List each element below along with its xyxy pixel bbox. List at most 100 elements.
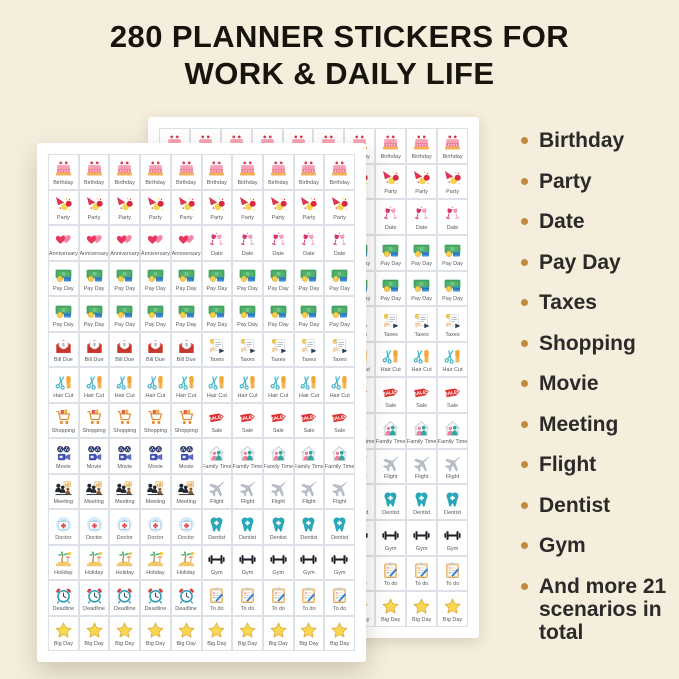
sticker-label: Anniversary [79, 250, 109, 257]
sticker-label: Big Day [330, 641, 350, 647]
sticker-label: To do [271, 605, 285, 612]
sticker-label: Hair Cut [268, 392, 289, 399]
star-icon [206, 621, 227, 640]
sticker-cell: Movie [78, 438, 110, 474]
sticker-cell: Family Time [406, 413, 438, 449]
star-icon [114, 621, 135, 640]
sticker-label: Anniversary [110, 250, 140, 257]
sticker-cell: Pay Day [437, 270, 468, 307]
hearts-icon [53, 231, 74, 250]
sticker-label: Gym [333, 570, 346, 576]
tooth-icon [237, 515, 258, 534]
dumbbell-icon [442, 526, 463, 545]
sticker-cell: Sale [406, 377, 438, 414]
sticker-label: Date [272, 250, 285, 257]
sticker-label: Family Time [406, 438, 437, 445]
sticker-cell: Family Time [375, 413, 407, 449]
clipboard-icon [268, 586, 289, 605]
bullet-icon [521, 501, 528, 509]
money-icon [206, 266, 227, 285]
sticker-label: Meeting [114, 499, 135, 505]
sticker-cell: Birthday [375, 128, 407, 164]
palm-island-icon [114, 550, 135, 569]
sticker-cell: Anniversary [48, 225, 79, 261]
sticker-label: Doctor [55, 534, 72, 541]
sticker-cell: Hair Cut [109, 367, 141, 403]
sticker-cell: Party [406, 163, 438, 200]
birthday-cake-icon [114, 160, 135, 179]
sticker-cell: Date [406, 199, 438, 235]
star-icon [53, 621, 74, 640]
sticker-label: Bill Due [176, 357, 196, 363]
sticker-cell: Pay Day [201, 296, 233, 332]
sticker-label: Dentist [300, 534, 318, 541]
sticker-cell: Hair Cut [375, 341, 407, 378]
feature-item: Party [521, 170, 675, 193]
sticker-cell: Taxes [324, 331, 355, 367]
wine-glasses-icon [298, 231, 319, 250]
party-balloons-icon [145, 195, 166, 214]
wine-glasses-icon [380, 205, 401, 224]
sticker-label: Pay Day [206, 321, 228, 328]
dumbbell-icon [298, 550, 319, 569]
clipboard-icon [298, 586, 319, 605]
money-icon [84, 266, 105, 285]
sticker-label: Doctor [85, 534, 103, 541]
sticker-label: Pay Day [206, 286, 228, 292]
sticker-label: Shopping [174, 428, 198, 434]
sale-tag-icon [442, 383, 463, 402]
star-icon [298, 621, 319, 640]
wine-glasses-icon [411, 205, 432, 224]
feature-label: Flight [539, 453, 597, 476]
sticker-label: Big Day [442, 616, 463, 623]
dumbbell-icon [380, 526, 401, 545]
sticker-cell: Anniversary [109, 225, 141, 261]
sticker-cell: Date [437, 199, 468, 235]
bill-envelope-icon [53, 337, 74, 356]
sticker-cell: Bill Due [48, 331, 79, 367]
sticker-label: Hair Cut [329, 392, 350, 399]
family-house-icon [442, 419, 463, 438]
dumbbell-icon [411, 526, 432, 545]
sticker-cell: Meeting [109, 473, 141, 509]
sticker-cell: Taxes [406, 306, 438, 342]
bullet-icon [521, 258, 528, 266]
sticker-cell: Dentist [324, 509, 355, 545]
sticker-label: Date [241, 250, 254, 257]
sticker-cell: Big Day [109, 615, 141, 651]
sticker-cell: Family Time [324, 438, 355, 474]
feature-label: Meeting [539, 412, 619, 436]
sticker-cell: Pay Day [109, 296, 141, 332]
sticker-label: Pay Day [442, 296, 463, 303]
sticker-cell: Taxes [232, 331, 263, 367]
sticker-label: Pay Day [114, 286, 136, 292]
feature-item: Shopping [521, 332, 675, 355]
sticker-cell: Big Day [324, 615, 355, 651]
sticker-cell: Holiday [48, 544, 79, 580]
sticker-label: Shopping [82, 428, 106, 434]
bullet-icon [521, 177, 528, 185]
birthday-cake-icon [145, 160, 166, 179]
sticker-cell: Party [262, 189, 294, 225]
money-icon [298, 302, 319, 321]
sticker-cell: To do [201, 580, 233, 616]
money-icon [176, 302, 197, 321]
feature-label: Date [539, 210, 585, 233]
sticker-cell: Birthday [324, 154, 355, 190]
family-house-icon [237, 444, 258, 463]
sticker-label: Meeting [53, 499, 74, 505]
money-icon [329, 302, 350, 321]
sticker-cell: Gym [437, 520, 468, 556]
sticker-label: Party [241, 215, 254, 221]
sticker-label: Dentist [331, 534, 349, 541]
alarm-clock-icon [114, 586, 135, 605]
sticker-cell: Sale [324, 402, 355, 438]
sticker-label: Pay Day [83, 286, 105, 292]
feature-item: Pay Day [521, 251, 675, 274]
birthday-cake-icon [380, 134, 401, 153]
sticker-cell: Pay Day [232, 260, 263, 296]
sticker-label: Party [415, 189, 429, 196]
sticker-cell: Family Time [293, 438, 325, 474]
sticker-label: Shopping [113, 428, 137, 434]
sticker-label: Family Time [375, 438, 406, 445]
